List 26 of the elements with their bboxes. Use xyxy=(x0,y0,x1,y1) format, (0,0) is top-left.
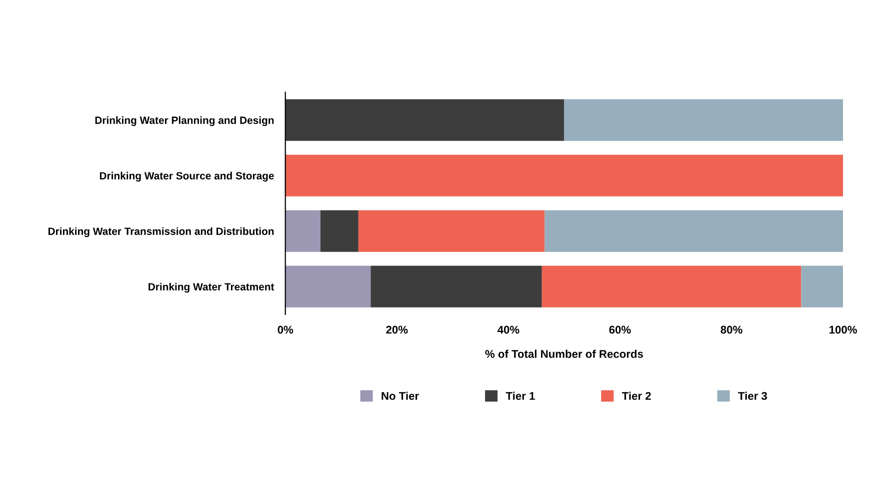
legend-label: Tier 2 xyxy=(622,392,651,400)
legend-label: No Tier xyxy=(382,392,419,400)
x-tick-label: 60% xyxy=(609,326,631,334)
bar xyxy=(544,210,844,252)
bar xyxy=(542,266,802,308)
y-tick-label: Drinking Water Treatment xyxy=(148,282,274,293)
bar xyxy=(564,99,844,141)
bar xyxy=(358,210,545,252)
legend-label: Tier 3 xyxy=(738,392,768,400)
x-tick-label: 80% xyxy=(720,326,742,334)
y-tick-label: Drinking Water Transmission and Distribution xyxy=(48,227,274,238)
x-tick-label: 100% xyxy=(830,326,857,334)
bar xyxy=(320,210,358,252)
x-tick-label: 0% xyxy=(278,326,294,334)
bar xyxy=(801,266,844,308)
x-tick-label: 20% xyxy=(386,326,408,334)
bar xyxy=(285,154,844,196)
y-tick-label: Drinking Water Source and Storage xyxy=(100,172,274,182)
bar xyxy=(285,210,320,252)
y-tick-label: Drinking Water Planning and Design xyxy=(95,116,274,126)
x-tick-label: 40% xyxy=(497,326,520,334)
bar xyxy=(285,99,564,141)
bar xyxy=(370,266,542,308)
bar xyxy=(285,266,371,308)
legend-label: Tier 1 xyxy=(506,392,535,400)
x-axis-title: % of Total Number of Records xyxy=(485,350,643,358)
